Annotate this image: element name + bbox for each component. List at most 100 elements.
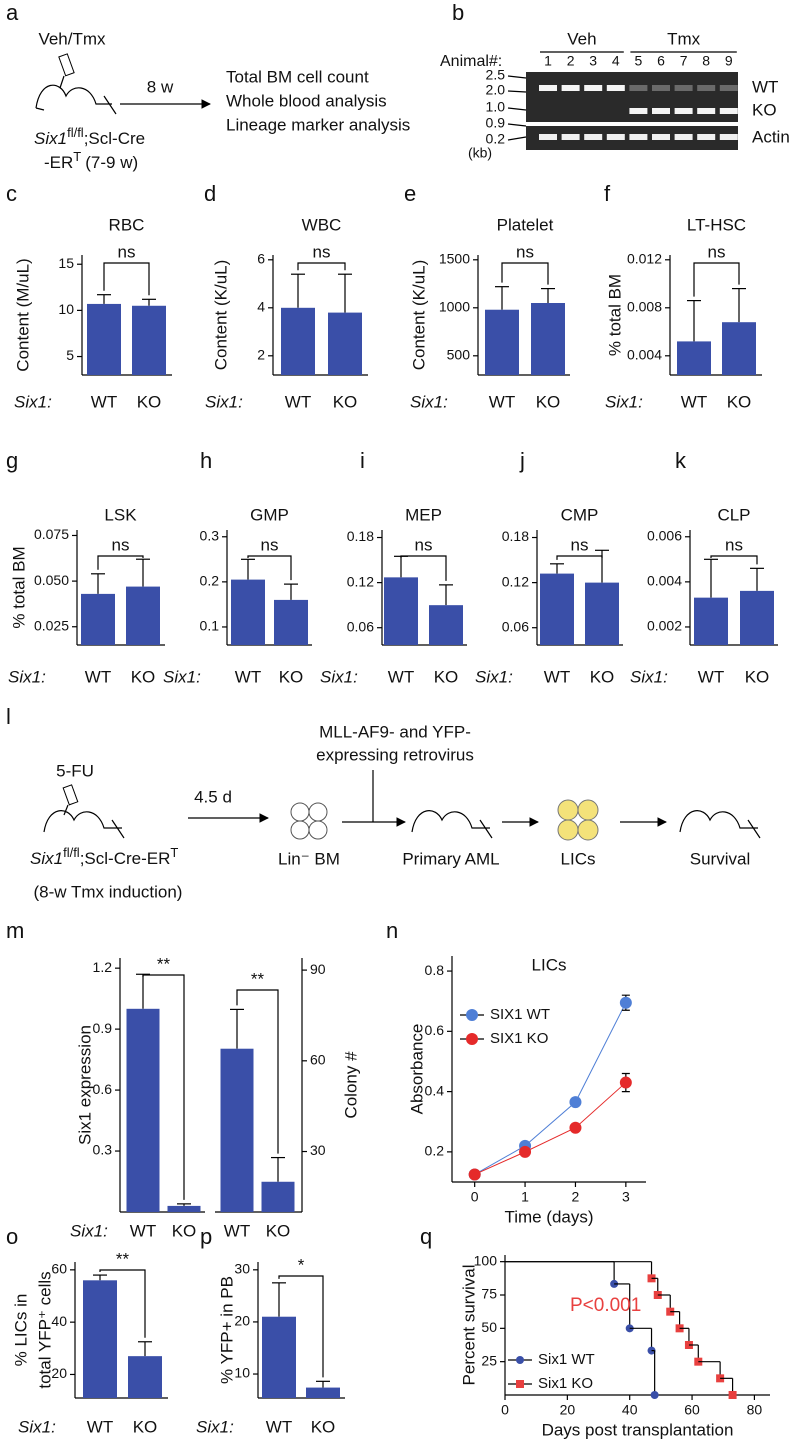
panel-letter: i	[360, 448, 365, 473]
significance-bracket	[99, 1269, 146, 1338]
x-tick-label: WT	[130, 1221, 156, 1240]
step-label: Primary AML	[402, 849, 499, 868]
gene: Six1	[30, 849, 63, 868]
band	[561, 85, 580, 91]
mouse-icon	[679, 810, 761, 839]
group-label: Six1:	[205, 392, 243, 411]
y-axis-label: % LICs in	[11, 1294, 30, 1367]
significance-bracket	[400, 555, 447, 581]
lane-number: 5	[635, 53, 643, 69]
group-label: Six1:	[70, 1221, 108, 1240]
chart-title: MEP	[405, 505, 442, 524]
x-tick-label: WT	[681, 392, 707, 411]
legend-label: SIX1 WT	[490, 1006, 550, 1023]
chart-title: LT-HSC	[687, 215, 746, 234]
panel-b: b Animal#: (kb) 1 2 3 4 Veh 5 6 7 8 9 Tmx 2.52.01.0…	[440, 0, 789, 161]
x-tick-label: 2	[572, 1189, 580, 1205]
significance: *	[298, 1255, 305, 1274]
allele: fl/fl	[63, 845, 80, 860]
y-axis-label: Absorbance	[407, 1024, 426, 1115]
y-tick-label: 30	[310, 1142, 326, 1158]
gel	[526, 72, 738, 122]
induction: (8-w Tmx induction)	[34, 882, 183, 901]
band	[584, 134, 603, 140]
band	[606, 85, 625, 91]
x-tick-label: WT	[544, 667, 570, 686]
band	[629, 134, 648, 140]
y-tick-label: 20	[51, 1365, 67, 1381]
readout: Total BM cell count	[226, 67, 369, 86]
syringe	[62, 784, 79, 816]
band	[652, 108, 670, 114]
x-tick-label: KO	[536, 392, 561, 411]
x-tick-label: WT	[698, 667, 724, 686]
panel-letter: p	[200, 1224, 212, 1249]
point	[728, 1391, 737, 1399]
y-axis-label: Percent survival	[459, 1265, 478, 1386]
legend-label: Six1 KO	[538, 1375, 593, 1392]
bar	[83, 1280, 117, 1398]
x-tick-label: WT	[85, 667, 111, 686]
band	[539, 134, 557, 140]
x-tick-label: KO	[133, 1417, 158, 1436]
y-tick-label: 0.006	[647, 527, 682, 543]
bar	[126, 1008, 160, 1212]
y-axis-label: Content (K/uL)	[211, 260, 230, 371]
y-tick-label: 0.004	[647, 573, 682, 589]
chart-title: Platelet	[497, 215, 554, 234]
legend-marker	[516, 1356, 524, 1364]
y-tick-label: 0.12	[347, 573, 374, 589]
marker-line	[507, 107, 527, 111]
x-tick-label: KO	[279, 667, 304, 686]
legend-marker	[466, 1033, 478, 1045]
y-tick-label: 20	[234, 1313, 250, 1329]
panel-letter: f	[604, 181, 611, 206]
significance-bracket	[103, 262, 150, 296]
group-label: Six1:	[14, 392, 52, 411]
driver: ;Scl-Cre	[84, 129, 145, 148]
chart-title: CLP	[717, 505, 750, 524]
x-tick-label: KO	[266, 1221, 291, 1240]
y-tick-label: 100	[474, 1252, 498, 1268]
unit: (kb)	[468, 145, 492, 161]
band	[584, 85, 603, 91]
lics	[557, 799, 599, 841]
chart-title: LICs	[532, 955, 567, 974]
vector: expressing retrovirus	[316, 745, 474, 764]
significance: ns	[725, 535, 743, 554]
x-tick-label: KO	[333, 392, 358, 411]
band	[697, 134, 716, 140]
panel-letter: e	[404, 181, 416, 206]
marker-line	[507, 75, 527, 79]
y-tick-label: 2	[257, 347, 265, 363]
x-tick-label: WT	[224, 1221, 250, 1240]
significance: ns	[516, 242, 534, 261]
lane-number: 4	[612, 53, 620, 69]
x-axis-label: Days post transplantation	[542, 1420, 734, 1439]
y-tick-label: 40	[51, 1313, 67, 1329]
point	[619, 1076, 632, 1089]
bar	[306, 1387, 340, 1398]
y-tick-label: 0.8	[425, 962, 445, 978]
group-label: Six1:	[320, 667, 358, 686]
point	[569, 1121, 582, 1134]
y-tick-label: 90	[310, 961, 326, 977]
bar	[274, 599, 308, 645]
driver: ;Scl-Cre-ER	[80, 849, 171, 868]
bar	[585, 582, 619, 645]
duration: 4.5 d	[194, 787, 232, 806]
mouse-label: Six1fl/fl;Scl-Cre	[34, 125, 145, 148]
panel-letter: d	[204, 181, 216, 206]
y-axis-label: Six1 expression	[75, 1025, 94, 1145]
y-tick-label: 10	[234, 1365, 250, 1381]
band-label: KO	[752, 100, 777, 119]
bar	[740, 590, 774, 645]
significance: **	[251, 969, 265, 988]
group-label: Six1:	[18, 1417, 56, 1436]
panel-letter: l	[6, 704, 11, 729]
x-tick-label: WT	[266, 1417, 292, 1436]
y-tick-label: 0.06	[347, 618, 374, 634]
significance: ns	[415, 535, 433, 554]
size-marker: 2.0	[486, 82, 506, 98]
x-tick-label: WT	[91, 392, 117, 411]
